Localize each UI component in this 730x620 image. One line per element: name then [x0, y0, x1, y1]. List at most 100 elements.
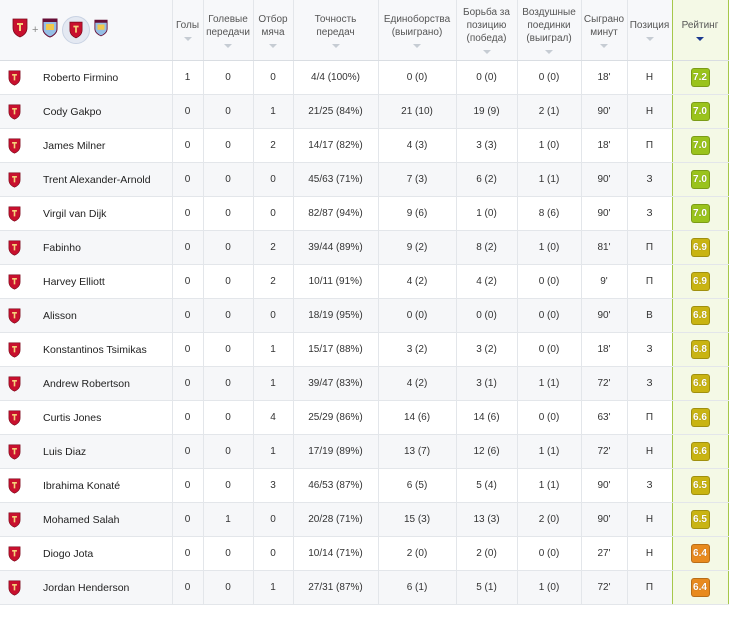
tackles-cell: 0 [252, 298, 293, 333]
sort-arrow-icon[interactable] [645, 37, 654, 41]
sort-arrow-icon[interactable] [183, 37, 192, 41]
assists-cell: 1 [202, 502, 253, 537]
aerial-cell: 0 (0) [516, 60, 581, 95]
table-row[interactable]: Harvey Elliott 0 0 2 10/11 (91%) 4 (2) 4 (2) 0 … [0, 264, 729, 299]
position-cell: П [626, 230, 672, 265]
liverpool-crest-icon [8, 171, 21, 188]
player-name[interactable]: Cody Gakpo [28, 94, 172, 129]
rating-badge: 6.5 [690, 510, 710, 529]
table-header-row: + Голы Голевые передачи Отбор мяча Точно… [0, 0, 729, 61]
assists-cell: 0 [202, 230, 253, 265]
table-row[interactable]: Jordan Henderson 0 0 1 27/31 (87%) 6 (1) 5 (1)… [0, 570, 729, 605]
goals-cell: 0 [171, 94, 203, 129]
aerial-cell: 0 (0) [516, 400, 581, 435]
team-crest-cell [0, 434, 28, 469]
rating-cell: 6.5 [671, 502, 729, 537]
table-row[interactable]: Luis Diaz 0 0 1 17/19 (89%) 13 (7) 12 (6) 1 (1)… [0, 434, 729, 469]
pass-accuracy-cell: 39/47 (83%) [292, 366, 378, 401]
sort-arrow-icon[interactable] [269, 43, 277, 48]
rating-cell: 7.0 [671, 162, 729, 197]
col-minutes[interactable]: Сыграно минут [580, 0, 627, 61]
selected-team-liverpool-icon[interactable] [62, 16, 91, 44]
minutes-cell: 90' [580, 94, 627, 129]
table-row[interactable]: Konstantinos Tsimikas 0 0 1 15/17 (88%) 3 (2)… [0, 332, 729, 367]
player-name[interactable]: Virgil van Dijk [28, 196, 172, 231]
sort-arrow-icon[interactable] [224, 43, 232, 48]
player-name[interactable]: Harvey Elliott [28, 264, 172, 299]
tackles-cell: 0 [252, 60, 293, 95]
tackles-cell: 1 [252, 434, 293, 469]
col-position-battles[interactable]: Борьба за позицию (победа) [455, 0, 517, 61]
aston-villa-crest-icon[interactable] [94, 19, 108, 41]
minutes-cell: 9' [580, 264, 627, 299]
aerial-cell: 1 (1) [516, 468, 581, 503]
rating-badge: 6.9 [690, 272, 710, 291]
table-row[interactable]: Virgil van Dijk 0 0 0 82/87 (94%) 9 (6) 1 (0) 8… [0, 196, 729, 231]
rating-badge: 6.8 [690, 306, 710, 325]
sort-arrow-icon[interactable] [600, 43, 608, 48]
liverpool-crest-icon[interactable] [12, 18, 28, 42]
col-rating[interactable]: Рейтинг [671, 0, 729, 61]
position-cell: П [626, 128, 672, 163]
position-battles-cell: 3 (3) [455, 128, 517, 163]
player-name[interactable]: Ibrahima Konaté [28, 468, 172, 503]
table-row[interactable]: Ibrahima Konaté 0 0 3 46/53 (87%) 6 (5) 5 (4) 1… [0, 468, 729, 503]
player-name[interactable]: Diogo Jota [28, 536, 172, 571]
position-cell: П [626, 570, 672, 605]
table-row[interactable]: Cody Gakpo 0 0 1 21/25 (84%) 21 (10) 19 (9) 2 (… [0, 94, 729, 129]
player-name[interactable]: Alisson [28, 298, 172, 333]
team-crest-cell [0, 570, 28, 605]
col-duels[interactable]: Единоборства (выиграно) [377, 0, 456, 61]
col-tackles[interactable]: Отбор мяча [252, 0, 293, 61]
position-battles-cell: 13 (3) [455, 502, 517, 537]
player-name[interactable]: Mohamed Salah [28, 502, 172, 537]
sort-arrow-icon[interactable] [331, 43, 340, 48]
rating-cell: 6.8 [671, 298, 729, 333]
col-aerial[interactable]: Воздушные поединки (выиграл) [516, 0, 581, 61]
liverpool-crest-icon [8, 239, 21, 256]
table-row[interactable]: Roberto Firmino 1 0 0 4/4 (100%) 0 (0) 0 (0) 0 … [0, 60, 729, 95]
tackles-cell: 0 [252, 536, 293, 571]
rating-cell: 6.8 [671, 332, 729, 367]
table-row[interactable]: Trent Alexander-Arnold 0 0 0 45/63 (71%) 7 (3… [0, 162, 729, 197]
table-row[interactable]: Andrew Robertson 0 0 1 39/47 (83%) 4 (2) 3 (1)… [0, 366, 729, 401]
pass-accuracy-cell: 10/11 (91%) [292, 264, 378, 299]
position-battles-cell: 8 (2) [455, 230, 517, 265]
table-row[interactable]: Alisson 0 0 0 18/19 (95%) 0 (0) 0 (0) 0 (0) 90' В… [0, 298, 729, 333]
aerial-cell: 1 (0) [516, 128, 581, 163]
sort-arrow-icon[interactable] [696, 37, 704, 41]
assists-cell: 0 [202, 162, 253, 197]
player-name[interactable]: Luis Diaz [28, 434, 172, 469]
position-battles-cell: 5 (1) [455, 570, 517, 605]
col-assists[interactable]: Голевые передачи [202, 0, 253, 61]
team-crest-cell [0, 196, 28, 231]
table-row[interactable]: Mohamed Salah 0 1 0 20/28 (71%) 15 (3) 13 (3) 2… [0, 502, 729, 537]
player-name[interactable]: Roberto Firmino [28, 60, 172, 95]
team-crest-cell [0, 298, 28, 333]
liverpool-crest-icon [8, 137, 21, 154]
player-name[interactable]: Jordan Henderson [28, 570, 172, 605]
table-row[interactable]: Diogo Jota 0 0 0 10/14 (71%) 2 (0) 2 (0) 0 (0) 2… [0, 536, 729, 571]
player-name[interactable]: Konstantinos Tsimikas [28, 332, 172, 367]
sort-arrow-icon[interactable] [413, 43, 421, 48]
aston-villa-crest-icon[interactable] [42, 18, 58, 42]
player-name[interactable]: Andrew Robertson [28, 366, 172, 401]
goals-cell: 0 [171, 128, 203, 163]
rating-badge: 7.0 [690, 170, 710, 189]
rating-cell: 7.0 [671, 128, 729, 163]
col-position[interactable]: Позиция [626, 0, 672, 61]
table-row[interactable]: Curtis Jones 0 0 4 25/29 (86%) 14 (6) 14 (6) 0 … [0, 400, 729, 435]
player-name[interactable]: Trent Alexander-Arnold [28, 162, 172, 197]
sort-arrow-icon[interactable] [545, 50, 553, 54]
col-pass-accuracy[interactable]: Точность передач [292, 0, 378, 61]
table-row[interactable]: Fabinho 0 0 2 39/44 (89%) 9 (2) 8 (2) 1 (0) 81' П… [0, 230, 729, 265]
goals-cell: 0 [171, 434, 203, 469]
table-row[interactable]: James Milner 0 0 2 14/17 (82%) 4 (3) 3 (3) 1 (0… [0, 128, 729, 163]
tackles-cell: 0 [252, 196, 293, 231]
player-name[interactable]: Fabinho [28, 230, 172, 265]
player-name[interactable]: Curtis Jones [28, 400, 172, 435]
col-goals[interactable]: Голы [171, 0, 203, 61]
sort-arrow-icon[interactable] [482, 50, 491, 54]
player-name[interactable]: James Milner [28, 128, 172, 163]
